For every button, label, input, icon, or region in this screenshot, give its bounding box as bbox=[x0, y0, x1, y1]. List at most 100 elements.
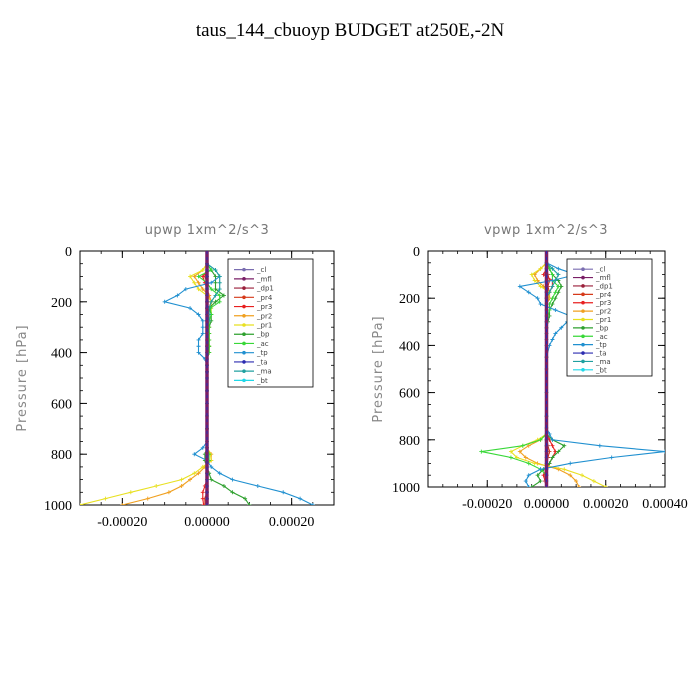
series-point-bp bbox=[556, 449, 561, 454]
legend-label: _mfl bbox=[256, 275, 272, 283]
series-point-tp bbox=[209, 280, 214, 285]
page-title: taus_144_cbuoyp BUDGET at250E,-2N bbox=[195, 20, 505, 41]
series-point-ac bbox=[508, 455, 513, 460]
series-point-pr2 bbox=[568, 473, 573, 478]
series-point-bp bbox=[550, 455, 555, 460]
series-point-tp bbox=[526, 290, 531, 295]
series-line-ac bbox=[197, 263, 221, 505]
legend-label: _ac bbox=[595, 333, 608, 341]
series-point-tp bbox=[597, 443, 602, 448]
series-point-pr2 bbox=[166, 490, 171, 495]
legend-marker bbox=[242, 369, 246, 373]
series-point-pr3 bbox=[201, 503, 206, 505]
series-point-pr2 bbox=[196, 471, 201, 476]
legend-marker bbox=[581, 359, 585, 364]
legend-marker bbox=[242, 341, 246, 346]
legend-label: _pr4 bbox=[595, 291, 612, 299]
series-point-ac bbox=[217, 299, 222, 304]
y-tick-label: 600 bbox=[399, 387, 420, 402]
legend-label: _bp bbox=[256, 331, 270, 339]
legend-label: _ma bbox=[595, 358, 611, 366]
series-point-tp bbox=[609, 455, 614, 460]
legend-marker bbox=[581, 284, 585, 288]
legend-label: _mfl bbox=[595, 274, 611, 282]
series-point-tp bbox=[217, 471, 222, 476]
series-point-pr2 bbox=[517, 449, 522, 454]
legend-label: _pr1 bbox=[595, 316, 611, 324]
series-point-pr1 bbox=[514, 455, 519, 460]
legend-label: _bt bbox=[595, 366, 607, 374]
x-tick-label: 0.00000 bbox=[524, 497, 570, 512]
legend-label: _pr3 bbox=[256, 303, 272, 311]
legend-marker bbox=[242, 267, 246, 272]
legend-marker bbox=[242, 304, 246, 309]
y-tick-label: 0 bbox=[413, 245, 420, 260]
series-point-tp bbox=[663, 449, 665, 454]
series-point-bp bbox=[213, 280, 218, 285]
series-point-tp bbox=[310, 503, 315, 505]
series-point-ma bbox=[550, 266, 555, 271]
series-point-bp bbox=[529, 485, 534, 487]
series-point-pr2 bbox=[192, 274, 197, 279]
series-point-tp bbox=[559, 325, 564, 330]
series-point-tp bbox=[553, 331, 558, 336]
legend-marker bbox=[581, 342, 585, 347]
series-point-pr1 bbox=[529, 272, 534, 277]
series-point-tp bbox=[209, 464, 214, 469]
panel-title: upwp 1xm^2/s^3 bbox=[145, 223, 270, 238]
series-point-ac bbox=[217, 293, 222, 298]
y-tick-label: 200 bbox=[51, 296, 72, 311]
legend-label: _bt bbox=[256, 377, 268, 385]
series-group bbox=[80, 251, 315, 505]
series-point-pr1 bbox=[103, 496, 108, 501]
legend-label: _ac bbox=[256, 340, 269, 348]
series-point-pr3 bbox=[200, 274, 205, 279]
legend-marker bbox=[242, 277, 246, 281]
series-point-pr1 bbox=[538, 266, 543, 271]
series-point-pr1 bbox=[80, 503, 82, 505]
series-point-bp bbox=[538, 479, 543, 484]
series-point-tp bbox=[183, 287, 188, 292]
series-point-bp bbox=[209, 477, 214, 482]
legend-label: _cl bbox=[256, 266, 266, 274]
series-point-pr1 bbox=[200, 464, 205, 469]
series-point-pr1 bbox=[580, 473, 585, 478]
series-point-ma bbox=[553, 278, 558, 283]
y-axis-label: Pressure [hPa] bbox=[15, 324, 30, 431]
legend-marker bbox=[581, 292, 585, 297]
series-point-pr3 bbox=[200, 496, 205, 501]
panel-title: vpwp 1xm^2/s^3 bbox=[484, 223, 608, 238]
series-point-tp bbox=[196, 350, 201, 355]
series-point-ac bbox=[550, 296, 555, 301]
series-point-ma bbox=[213, 268, 218, 273]
legend: _cl_mfl _dp1_pr4_pr3_pr2 _pr1_bp_ac_tp_ta _… bbox=[227, 258, 314, 388]
series-point-tp bbox=[200, 445, 205, 450]
series-point-pr2 bbox=[188, 477, 193, 482]
series-point-bp bbox=[247, 503, 252, 505]
legend-label: _pr1 bbox=[256, 322, 272, 330]
legend-marker bbox=[581, 267, 585, 271]
series-point-pr1 bbox=[603, 485, 608, 487]
series-point-pr2 bbox=[196, 280, 201, 285]
legend-label: _dp1 bbox=[595, 282, 613, 290]
legend-label: _ta bbox=[256, 358, 268, 366]
x-tick-label: -0.00020 bbox=[462, 497, 512, 512]
y-tick-label: 600 bbox=[51, 397, 72, 412]
y-tick-label: 1000 bbox=[392, 481, 420, 496]
series-point-pr1 bbox=[200, 268, 205, 273]
series-point-pr3 bbox=[200, 490, 205, 495]
x-tick-label: 0.00020 bbox=[583, 497, 629, 512]
series-point-tp bbox=[162, 299, 167, 304]
series-point-tp bbox=[255, 483, 260, 488]
series-point-bp bbox=[562, 443, 567, 448]
series-point-bp bbox=[221, 293, 226, 298]
legend-marker bbox=[242, 378, 246, 383]
series-point-pr2 bbox=[577, 485, 582, 487]
series-point-pr2 bbox=[145, 496, 150, 501]
legend-label: _pr2 bbox=[595, 308, 611, 316]
series-point-bp bbox=[243, 496, 248, 501]
series-point-bp bbox=[213, 287, 218, 292]
series-point-tp bbox=[175, 293, 180, 298]
x-tick-label: 0.00020 bbox=[269, 515, 315, 530]
